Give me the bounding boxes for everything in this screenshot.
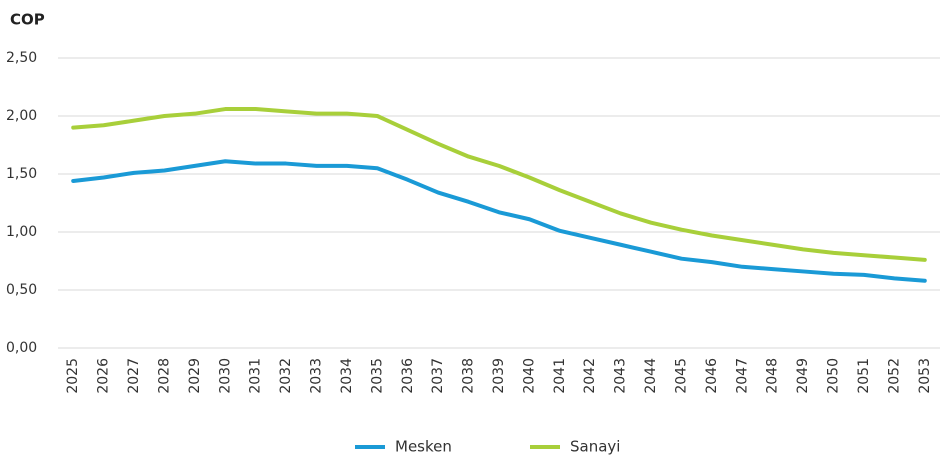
- x-tick-label: 2032: [278, 358, 294, 394]
- y-tick-label: 2,00: [6, 108, 37, 124]
- y-tick-label: 1,00: [6, 224, 37, 240]
- x-tick-label: 2050: [826, 358, 842, 394]
- x-tick-label: 2026: [96, 358, 112, 394]
- legend-label: Mesken: [395, 438, 452, 456]
- x-tick-label: 2049: [795, 358, 811, 394]
- x-tick-label: 2034: [339, 358, 355, 394]
- x-tick-label: 2037: [430, 358, 446, 394]
- x-tick-label: 2045: [673, 358, 689, 394]
- x-tick-label: 2051: [856, 358, 872, 394]
- x-tick-label: 2035: [369, 358, 385, 394]
- y-tick-label: 0,00: [6, 340, 37, 356]
- x-tick-label: 2041: [552, 358, 568, 394]
- x-tick-label: 2053: [917, 358, 933, 394]
- x-tick-label: 2025: [65, 358, 81, 394]
- x-tick-label: 2028: [156, 358, 172, 394]
- x-tick-label: 2027: [126, 358, 142, 394]
- line: [71, 159, 927, 283]
- y-tick-label: 2,50: [6, 50, 37, 66]
- x-tick-label: 2046: [704, 358, 720, 394]
- x-tick-label: 2043: [613, 358, 629, 394]
- x-tick-label: 2044: [643, 358, 659, 394]
- y-tick-label: 1,50: [6, 166, 37, 182]
- x-tick-label: 2042: [582, 358, 598, 394]
- legend-label: Sanayi: [570, 438, 620, 456]
- x-tick-label: 2039: [491, 358, 507, 394]
- y-axis-label: COP: [10, 11, 45, 29]
- x-tick-label: 2040: [521, 358, 537, 394]
- y-tick-label: 0,50: [6, 282, 37, 298]
- x-tick-label: 2031: [248, 358, 264, 394]
- x-tick-label: 2033: [309, 358, 325, 394]
- line: [71, 107, 927, 262]
- x-tick-label: 2030: [217, 358, 233, 394]
- x-tick-label: 2029: [187, 358, 203, 394]
- x-tick-label: 2052: [886, 358, 902, 394]
- x-tick-label: 2038: [461, 358, 477, 394]
- x-tick-label: 2047: [734, 358, 750, 394]
- x-tick-label: 2036: [400, 358, 416, 394]
- x-tick-label: 2048: [765, 358, 781, 394]
